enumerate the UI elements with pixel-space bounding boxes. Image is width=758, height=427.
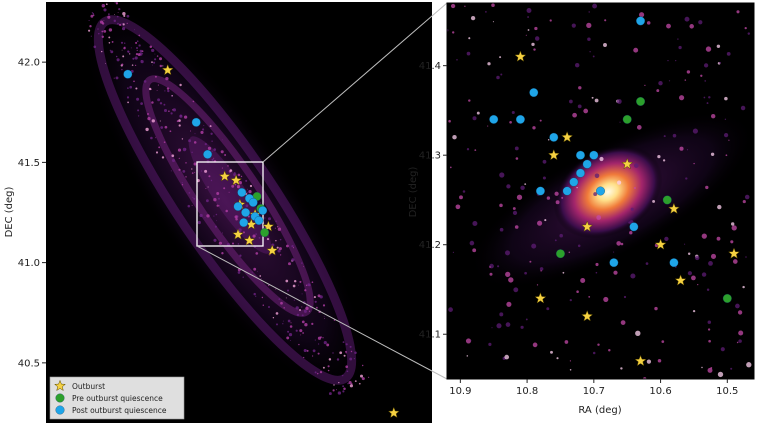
left-y-tick-label: 41.0: [18, 258, 40, 269]
left-y-tick-label: 42.0: [18, 58, 40, 69]
right-x-axis-label: RA (deg): [578, 405, 621, 416]
right-point-2-5: [576, 150, 585, 160]
legend-marker-2: [55, 405, 65, 415]
right-point-0-10: [581, 310, 594, 322]
left-point-2-3: [237, 188, 247, 197]
right-x-tick-label: 10.5: [716, 386, 738, 397]
right-point-2-6: [589, 150, 599, 160]
connector-top: [262, 2, 448, 163]
right-point-1-0: [636, 97, 645, 106]
right-point-2-11: [535, 186, 545, 196]
right-point-0-1: [561, 131, 574, 143]
right-point-1-2: [662, 195, 672, 205]
right-point-1-3: [556, 249, 565, 259]
right-x-tick-label: 10.7: [583, 386, 605, 397]
left-point-2-0: [123, 69, 133, 79]
right-y-tick-label: 41.3: [419, 151, 441, 162]
left-point-0-7: [262, 220, 275, 232]
left-y-tick-label: 41.5: [18, 158, 40, 169]
right-point-2-13: [629, 222, 639, 232]
right-point-2-2: [489, 114, 499, 124]
dust-speckle-right: [447, 3, 752, 379]
left-point-2-1: [191, 117, 201, 127]
right-frame: [446, 2, 755, 380]
left-point-0-8: [243, 234, 256, 246]
right-point-2-10: [596, 186, 605, 196]
right-point-0-11: [634, 354, 647, 367]
legend-marker-0: [54, 379, 66, 392]
left-point-0-1: [218, 170, 231, 182]
left-point-0-0: [161, 63, 174, 76]
right-point-0-4: [581, 220, 594, 232]
right-point-2-1: [529, 88, 539, 97]
right-y-tick-label: 41.4: [419, 61, 441, 72]
left-point-2-10: [239, 218, 249, 227]
right-point-0-9: [534, 292, 547, 304]
left-point-2-7: [241, 208, 251, 217]
right-point-1-1: [622, 114, 632, 124]
left-panel: 42.0 41.5 41.0 40.5 DEC (deg) Outburst Pre o…: [4, 2, 432, 423]
right-point-1-4: [722, 293, 732, 303]
right-y-tick-label: 41.1: [419, 330, 441, 341]
right-point-2-12: [562, 186, 572, 196]
legend-marker-1: [55, 393, 65, 403]
right-y-axis-label: DEC (deg): [408, 166, 419, 217]
right-point-0-5: [667, 202, 680, 214]
galaxy-image-right: [447, 3, 754, 379]
left-y-axis-label: DEC (deg): [4, 186, 15, 237]
left-markers: [123, 63, 400, 419]
left-point-2-9: [254, 216, 264, 225]
right-point-2-14: [609, 258, 619, 268]
right-x-tick-label: 10.9: [449, 386, 471, 397]
legend-label-2: Post outburst quiescence: [72, 406, 167, 415]
right-point-0-2: [547, 148, 560, 161]
left-y-axis: 42.0 41.5 41.0 40.5: [18, 58, 46, 369]
left-point-2-6: [233, 202, 243, 211]
right-y-tick-label: 41.2: [419, 240, 441, 251]
right-x-tick-label: 10.8: [516, 386, 538, 397]
right-point-0-8: [728, 247, 740, 259]
right-point-2-3: [515, 114, 525, 124]
left-point-1-2: [260, 228, 270, 237]
right-x-tick-label: 10.6: [649, 386, 671, 397]
legend-label-1: Pre outburst quiescence: [72, 394, 163, 403]
legend-label-0: Outburst: [72, 382, 105, 391]
right-point-2-8: [576, 168, 585, 178]
right-point-0-3: [621, 157, 634, 170]
right-markers: [489, 16, 740, 367]
left-y-tick-label: 40.5: [18, 358, 40, 369]
legend: Outburst Pre outburst quiescence Post outb…: [49, 376, 185, 420]
right-y-axis: 41.4 41.3 41.2 41.1: [419, 61, 447, 341]
legend-box: [49, 376, 185, 420]
right-point-0-7: [674, 274, 687, 286]
right-x-axis: 10.9 10.8 10.7 10.6 10.5: [449, 379, 738, 397]
left-point-2-5: [248, 198, 258, 207]
left-point-0-10: [387, 406, 400, 419]
connector-bottom: [196, 245, 448, 380]
left-point-0-2: [230, 174, 243, 186]
inset-box: [196, 161, 264, 247]
left-point-2-11: [258, 206, 268, 215]
right-point-2-7: [582, 159, 592, 169]
right-point-2-15: [669, 258, 679, 268]
left-point-0-6: [232, 228, 244, 240]
right-point-2-9: [569, 177, 579, 187]
right-point-0-6: [654, 238, 667, 250]
right-point-2-4: [549, 132, 559, 142]
left-point-2-2: [203, 149, 213, 159]
right-point-2-0: [636, 16, 645, 26]
right-point-0-0: [514, 50, 527, 62]
left-point-0-9: [266, 244, 279, 256]
right-panel: 10.9 10.8 10.7 10.6 10.5 41.4 41.3 41.2 41.1 RA…: [408, 2, 755, 416]
dust-speckle-left: [88, 2, 370, 396]
